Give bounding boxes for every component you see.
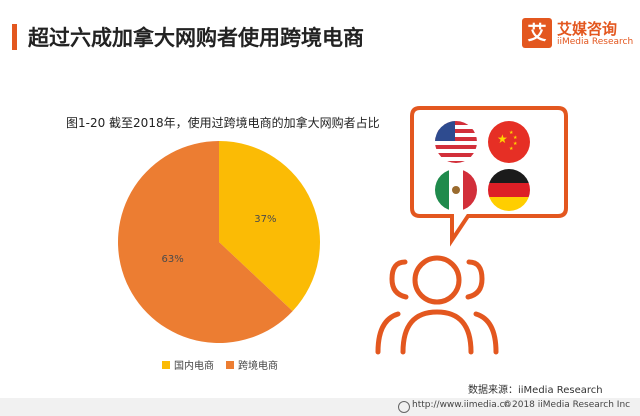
china-flag-icon: ★ ★ ★ ★ ★ xyxy=(488,121,530,163)
usa-flag-icon xyxy=(435,121,477,163)
users-icon xyxy=(375,255,499,355)
legend-item-domestic: 国内电商 xyxy=(162,357,214,372)
globe-icon xyxy=(398,401,410,413)
chart-legend: 国内电商 跨境电商 xyxy=(162,357,278,372)
footer-bar: http://www.iimedia.cn ©2018 iiMedia Rese… xyxy=(0,398,640,416)
svg-text:★: ★ xyxy=(509,130,514,136)
brand-name-en: iiMedia Research xyxy=(557,37,634,47)
page-title: 超过六成加拿大网购者使用跨境电商 xyxy=(28,26,364,50)
svg-text:★: ★ xyxy=(513,135,518,141)
legend-item-crossborder: 跨境电商 xyxy=(226,357,278,372)
pie-label-1: 63% xyxy=(162,254,184,265)
legend-label-crossborder: 跨境电商 xyxy=(238,361,278,372)
pie-label-0: 37% xyxy=(254,214,276,225)
brand-logo: 艾 艾媒咨询 iiMedia Research xyxy=(522,16,634,56)
footer-copyright: ©2018 iiMedia Research Inc xyxy=(503,400,631,410)
chart-title: 图1-20 截至2018年，使用过跨境电商的加拿大网购者占比 xyxy=(66,116,380,130)
data-source: 数据来源：iiMedia Research xyxy=(468,385,603,396)
pie-slice-1 xyxy=(117,141,293,343)
svg-text:★: ★ xyxy=(497,132,508,146)
speech-bubble xyxy=(410,106,568,247)
legend-swatch-domestic xyxy=(162,360,170,369)
footer-url[interactable]: http://www.iimedia.cn xyxy=(412,400,511,410)
title-accent-bar xyxy=(12,24,17,50)
germany-flag-icon xyxy=(488,169,530,211)
svg-text:★: ★ xyxy=(513,141,518,147)
mexico-flag-icon xyxy=(435,169,477,211)
legend-label-domestic: 国内电商 xyxy=(174,361,214,372)
svg-text:★: ★ xyxy=(509,146,514,152)
brand-name-cn: 艾媒咨询 xyxy=(557,20,618,38)
legend-swatch-crossborder xyxy=(226,360,234,369)
pie-slice-0 xyxy=(219,141,320,312)
iimedia-logo-icon: 艾 xyxy=(522,18,552,48)
